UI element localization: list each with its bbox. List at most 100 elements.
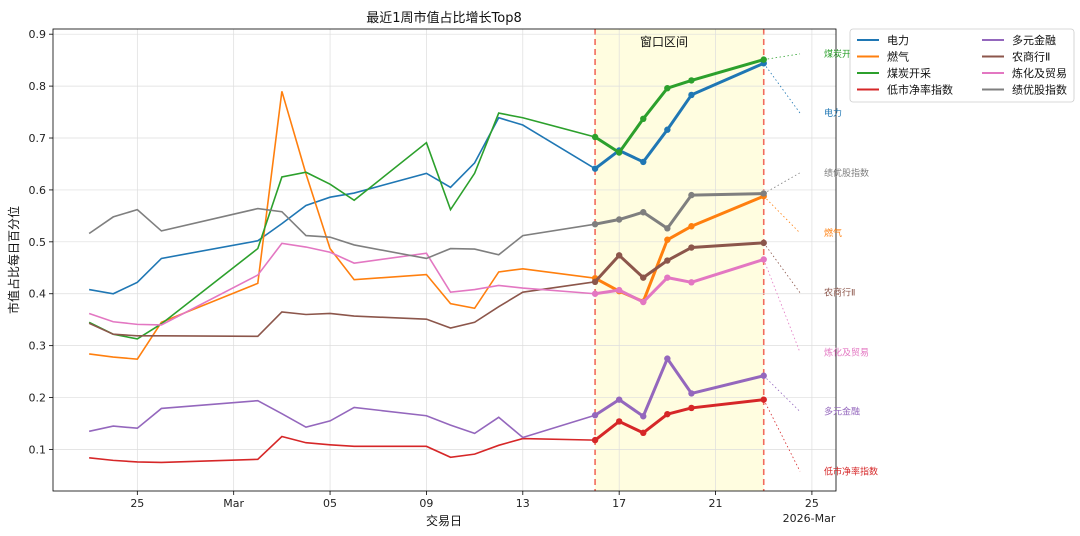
window-label: 窗口区间 bbox=[640, 35, 688, 49]
chart-title: 最近1周市值占比增长Top8 bbox=[366, 10, 521, 26]
x-corner-label: 2026-Mar bbox=[783, 512, 836, 525]
data-point bbox=[640, 274, 647, 281]
end-label: 绩优股指数 bbox=[824, 167, 869, 179]
x-tick-label: 05 bbox=[323, 497, 337, 510]
data-point bbox=[664, 84, 671, 92]
series-line bbox=[89, 91, 596, 360]
series-line-window bbox=[594, 192, 764, 230]
series-line bbox=[88, 242, 596, 326]
data-point bbox=[688, 223, 695, 230]
legend-label: 多元金融 bbox=[1012, 33, 1056, 47]
data-point bbox=[615, 396, 623, 403]
data-point bbox=[688, 77, 695, 84]
legend-label: 炼化及贸易 bbox=[1012, 66, 1067, 80]
data-point bbox=[664, 355, 671, 362]
end-label-leader bbox=[763, 399, 801, 472]
data-point bbox=[591, 436, 599, 444]
data-point bbox=[664, 257, 671, 264]
data-point bbox=[591, 133, 599, 141]
data-point bbox=[760, 396, 767, 403]
y-tick-label: 0.5 bbox=[29, 236, 47, 249]
data-point bbox=[591, 290, 599, 297]
data-point bbox=[760, 372, 767, 379]
legend-label: 绩优股指数 bbox=[1012, 83, 1067, 97]
series-line-window bbox=[594, 357, 765, 418]
series-line bbox=[88, 281, 596, 338]
y-tick-label: 0.2 bbox=[29, 392, 47, 405]
series-6 bbox=[88, 242, 767, 326]
x-tick-label: 17 bbox=[612, 497, 626, 510]
data-point bbox=[640, 429, 647, 437]
grid bbox=[53, 29, 836, 491]
data-point bbox=[640, 115, 647, 123]
data-point bbox=[640, 209, 647, 216]
x-tick-label: 21 bbox=[709, 497, 723, 510]
x-tick-label: 13 bbox=[516, 497, 530, 510]
y-tick-label: 0.3 bbox=[29, 340, 47, 353]
series-5 bbox=[88, 239, 767, 338]
data-point bbox=[688, 191, 695, 199]
data-point bbox=[688, 91, 695, 99]
data-point bbox=[640, 298, 647, 306]
end-label: 农商行Ⅱ bbox=[824, 287, 855, 299]
y-tick-label: 0.1 bbox=[29, 443, 47, 456]
y-tick-label: 0.4 bbox=[29, 288, 47, 301]
y-tick-label: 0.8 bbox=[29, 80, 47, 93]
series-line bbox=[89, 435, 596, 464]
series-line-window bbox=[594, 61, 765, 170]
legend-label: 低市净率指数 bbox=[887, 83, 953, 97]
end-label: 多元金融 bbox=[824, 406, 860, 418]
legend-label: 农商行Ⅱ bbox=[1012, 50, 1050, 64]
data-point bbox=[664, 274, 671, 281]
data-point bbox=[688, 404, 695, 412]
x-tick-label: 25 bbox=[805, 497, 819, 510]
end-label-leader bbox=[763, 172, 801, 194]
end-label: 燃气 bbox=[824, 227, 842, 239]
data-point bbox=[664, 236, 671, 243]
series-2 bbox=[88, 56, 767, 340]
series-line bbox=[88, 112, 596, 340]
data-point bbox=[615, 216, 623, 223]
series-3 bbox=[89, 396, 767, 464]
series-lines bbox=[88, 56, 767, 464]
data-point bbox=[688, 244, 695, 251]
y-axis-title: 市值占比每日百分位 bbox=[6, 206, 21, 314]
data-point bbox=[615, 149, 623, 156]
end-label-leader bbox=[763, 259, 801, 353]
series-line bbox=[88, 207, 596, 260]
plot-frame bbox=[52, 28, 837, 492]
data-point bbox=[615, 418, 623, 425]
end-label-leader bbox=[763, 195, 801, 234]
series-7 bbox=[88, 190, 767, 260]
series-line-window bbox=[594, 58, 765, 155]
y-tick-label: 0.7 bbox=[29, 132, 47, 145]
x-tick-label: 25 bbox=[130, 497, 144, 510]
x-tick-label: Mar bbox=[223, 497, 244, 510]
data-point bbox=[615, 286, 623, 294]
data-point bbox=[664, 225, 671, 232]
legend-label: 燃气 bbox=[887, 50, 909, 64]
data-point bbox=[640, 413, 647, 420]
end-label: 炼化及贸易 bbox=[824, 346, 869, 358]
legend-label: 煤炭开采 bbox=[887, 67, 931, 80]
series-line-window bbox=[593, 241, 764, 283]
data-point bbox=[688, 390, 695, 397]
data-point bbox=[615, 252, 623, 259]
data-point bbox=[591, 165, 599, 172]
legend-frame bbox=[849, 28, 1075, 103]
data-point bbox=[591, 220, 599, 228]
axis-ticks: 25 Mar 05 09 13 17 21 25 0.1 0.2 0.3 0.4 0.5 0.6 0.7 0.… bbox=[29, 28, 819, 510]
data-point bbox=[591, 278, 599, 286]
x-tick-label: 09 bbox=[419, 497, 433, 510]
end-label: 电力 bbox=[824, 107, 842, 119]
data-point bbox=[688, 279, 695, 286]
data-point bbox=[640, 158, 647, 166]
series-line-window bbox=[594, 258, 765, 304]
series-4 bbox=[88, 355, 767, 439]
data-point bbox=[664, 126, 671, 133]
series-line bbox=[88, 399, 596, 439]
y-tick-label: 0.9 bbox=[29, 28, 47, 41]
